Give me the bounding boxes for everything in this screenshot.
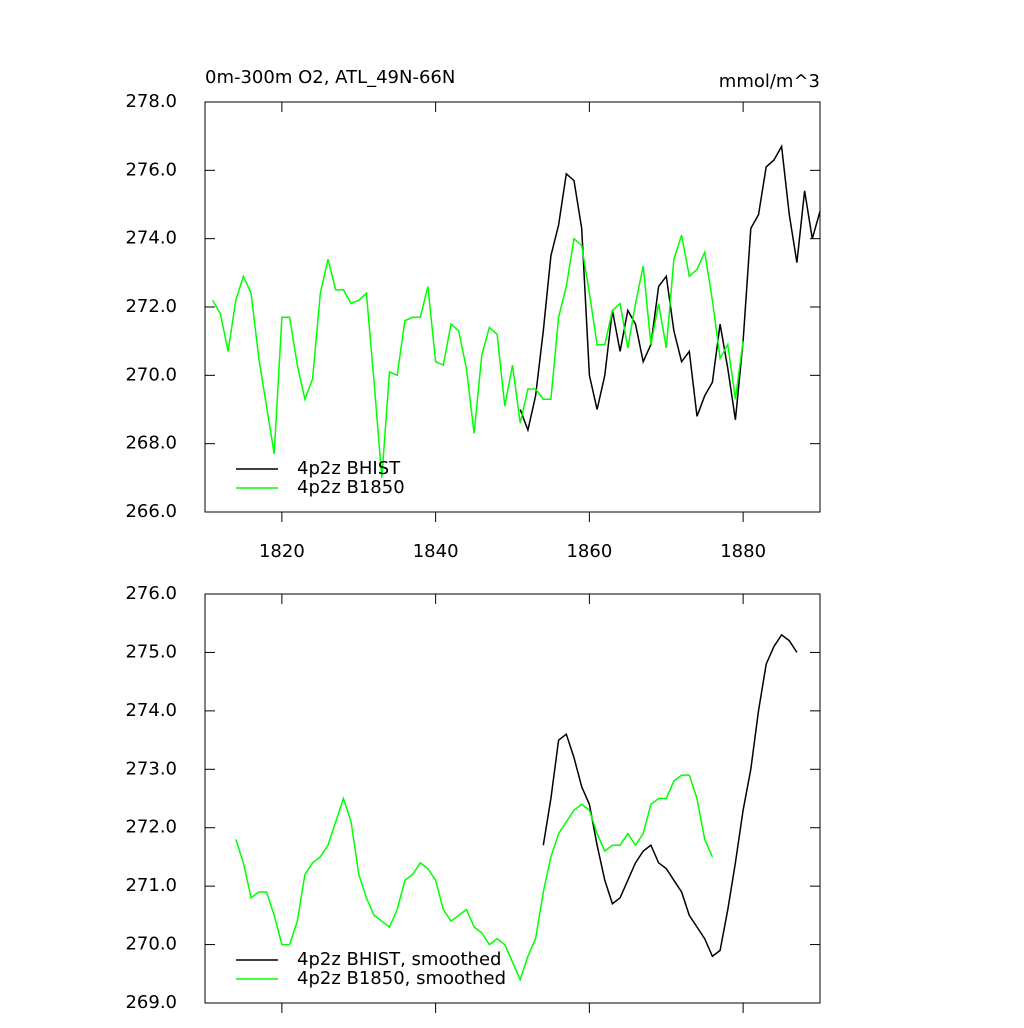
y-tick-label: 270.0 bbox=[125, 364, 177, 385]
y-tick-label: 278.0 bbox=[125, 91, 177, 112]
y-tick-label: 271.0 bbox=[125, 875, 177, 896]
series-line bbox=[212, 234, 744, 478]
series-line bbox=[235, 774, 714, 982]
y-tick-label: 273.0 bbox=[125, 758, 177, 779]
legend-label: 4p2z B1850, smoothed bbox=[297, 968, 506, 989]
y-tick-label: 272.0 bbox=[125, 817, 177, 838]
legend-label: 4p2z BHIST, smoothed bbox=[297, 949, 501, 970]
y-tick-label: 274.0 bbox=[125, 700, 177, 721]
y-tick-label: 274.0 bbox=[125, 228, 177, 249]
legend-label: 4p2z BHIST bbox=[297, 458, 401, 479]
x-tick-label: 1880 bbox=[720, 541, 766, 562]
y-tick-label: 269.0 bbox=[125, 992, 177, 1013]
y-tick-label: 275.0 bbox=[125, 641, 177, 662]
x-tick-label: 1860 bbox=[566, 541, 612, 562]
y-tick-label: 266.0 bbox=[125, 501, 177, 522]
plot-frame bbox=[204, 593, 821, 1004]
units-label: mmol/m^3 bbox=[719, 71, 820, 92]
x-tick-label: 1840 bbox=[413, 541, 459, 562]
legend-label: 4p2z B1850 bbox=[297, 477, 405, 498]
y-tick-label: 276.0 bbox=[125, 159, 177, 180]
plot-frame bbox=[204, 101, 821, 513]
x-tick-label: 1820 bbox=[259, 541, 305, 562]
y-tick-label: 276.0 bbox=[125, 583, 177, 604]
chart-title: 0m-300m O2, ATL_49N-66N bbox=[205, 67, 455, 88]
y-tick-label: 272.0 bbox=[125, 296, 177, 317]
series-line bbox=[542, 633, 798, 958]
y-tick-label: 270.0 bbox=[125, 934, 177, 955]
y-tick-label: 268.0 bbox=[125, 433, 177, 454]
